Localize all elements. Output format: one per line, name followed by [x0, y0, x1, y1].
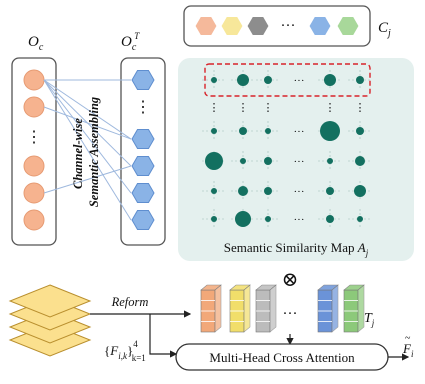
- grid-row-ellipsis: ···: [294, 156, 305, 168]
- tj-tokens: [200, 284, 365, 333]
- oc-circle-1: [23, 96, 45, 118]
- similarity-dot: [265, 216, 271, 222]
- reform-branch-line: [149, 314, 178, 358]
- similarity-dot: [357, 216, 363, 222]
- similarity-dot: [211, 216, 217, 222]
- similarity-dot: [264, 76, 272, 84]
- oct-hexagons: [131, 70, 155, 230]
- similarity-dot: [326, 215, 334, 223]
- oc-label: Oc: [28, 34, 44, 53]
- grid-row-ellipsis: ···: [294, 126, 305, 138]
- oct-hexagon-0: [131, 70, 155, 90]
- grid-col-vdots: ⋮: [238, 102, 249, 114]
- similarity-dot: [205, 152, 223, 170]
- tj-token-3: [317, 284, 339, 333]
- tj-token-4: [343, 284, 365, 333]
- similarity-dot: [265, 128, 271, 134]
- similarity-dot: [264, 187, 272, 195]
- f-hat-label: Fi: [402, 341, 414, 359]
- assembling-line-extra-b: [43, 165, 132, 194]
- cj-token-0: [194, 16, 218, 36]
- similarity-dot: [240, 158, 246, 164]
- similarity-map-label: Semantic Similarity Map Aj: [224, 240, 369, 258]
- grid-row-ellipsis: ···: [294, 186, 305, 198]
- tj-ellipsis: ···: [283, 306, 298, 322]
- tj-token-0: [200, 284, 222, 333]
- similarity-dot: [264, 157, 272, 165]
- oct-hexagon-4: [131, 210, 155, 230]
- cj-token-2: [246, 16, 270, 36]
- oct-label: OcT: [121, 31, 140, 53]
- similarity-dot: [211, 77, 217, 83]
- assembling-line-extra-a: [43, 106, 132, 140]
- similarity-dot: [326, 187, 334, 195]
- oc-circle-2: [23, 155, 45, 177]
- cj-token-1: [220, 16, 244, 36]
- grid-col-vdots: ⋮: [209, 102, 220, 114]
- reform-label: Reform: [111, 295, 149, 309]
- similarity-dot: [354, 185, 366, 197]
- fik-label: {Fi,k}4 k=1: [104, 339, 146, 363]
- similarity-map-panel: [178, 58, 414, 261]
- similarity-dot: [356, 76, 364, 84]
- feature-layer-3: [8, 284, 92, 318]
- oct-hexagon-3: [131, 183, 155, 203]
- oct-hexagon-1: [131, 129, 155, 149]
- cj-token-4: [336, 16, 360, 36]
- grid-row-ellipsis: ···: [294, 75, 305, 87]
- similarity-dot: [211, 128, 217, 134]
- oct-vdots: ⋮: [135, 99, 151, 116]
- similarity-dot: [211, 188, 217, 194]
- cj-token-3: [308, 16, 332, 36]
- grid-row-ellipsis: ···: [294, 214, 305, 226]
- oc-circle-4: [23, 209, 45, 231]
- oc-column-box: [11, 57, 57, 246]
- tj-token-2: [255, 284, 277, 333]
- similarity-dot: [327, 158, 333, 164]
- oc-vdots: ⋮: [26, 129, 42, 146]
- tj-label: Tj: [364, 311, 375, 328]
- similarity-grid: ··· ··· ··· ··· ··· ⋮ ⋮ ⋮ ⋮ ⋮: [202, 70, 372, 229]
- similarity-dot: [237, 74, 249, 86]
- cj-ellipsis: ···: [281, 18, 296, 34]
- tj-token-1: [229, 284, 251, 333]
- grid-col-vdots: ⋮: [263, 102, 274, 114]
- similarity-dot: [239, 127, 247, 135]
- cj-tokens: [194, 16, 360, 36]
- mhca-label: Multi-Head Cross Attention: [209, 350, 355, 365]
- assembling-line-3: [43, 79, 132, 194]
- oc-circle-3: [23, 182, 45, 204]
- oc-circle-0: [23, 69, 45, 91]
- assembling-line-1: [43, 79, 132, 140]
- similarity-dot: [235, 211, 251, 227]
- similarity-dot: [355, 156, 365, 166]
- feature-layers: [8, 284, 92, 357]
- similarity-dot: [324, 74, 336, 86]
- similarity-dot: [320, 121, 340, 141]
- similarity-dot: [356, 127, 364, 135]
- assembling-lines: [43, 79, 132, 221]
- similarity-dot: [238, 186, 248, 196]
- otimes-icon: ⊗: [282, 269, 299, 291]
- assembling-line-4: [43, 79, 132, 221]
- oct-hexagon-2: [131, 156, 155, 176]
- highlight-row-box: [204, 63, 371, 97]
- oct-column-box: [120, 57, 166, 246]
- grid-col-vdots: ⋮: [355, 102, 366, 114]
- assembling-label: Channel-wise Semantic Assembling: [71, 97, 101, 207]
- f-hat-tilde: ~: [405, 333, 411, 344]
- grid-col-vdots: ⋮: [325, 102, 336, 114]
- cj-label: Cj: [378, 20, 391, 39]
